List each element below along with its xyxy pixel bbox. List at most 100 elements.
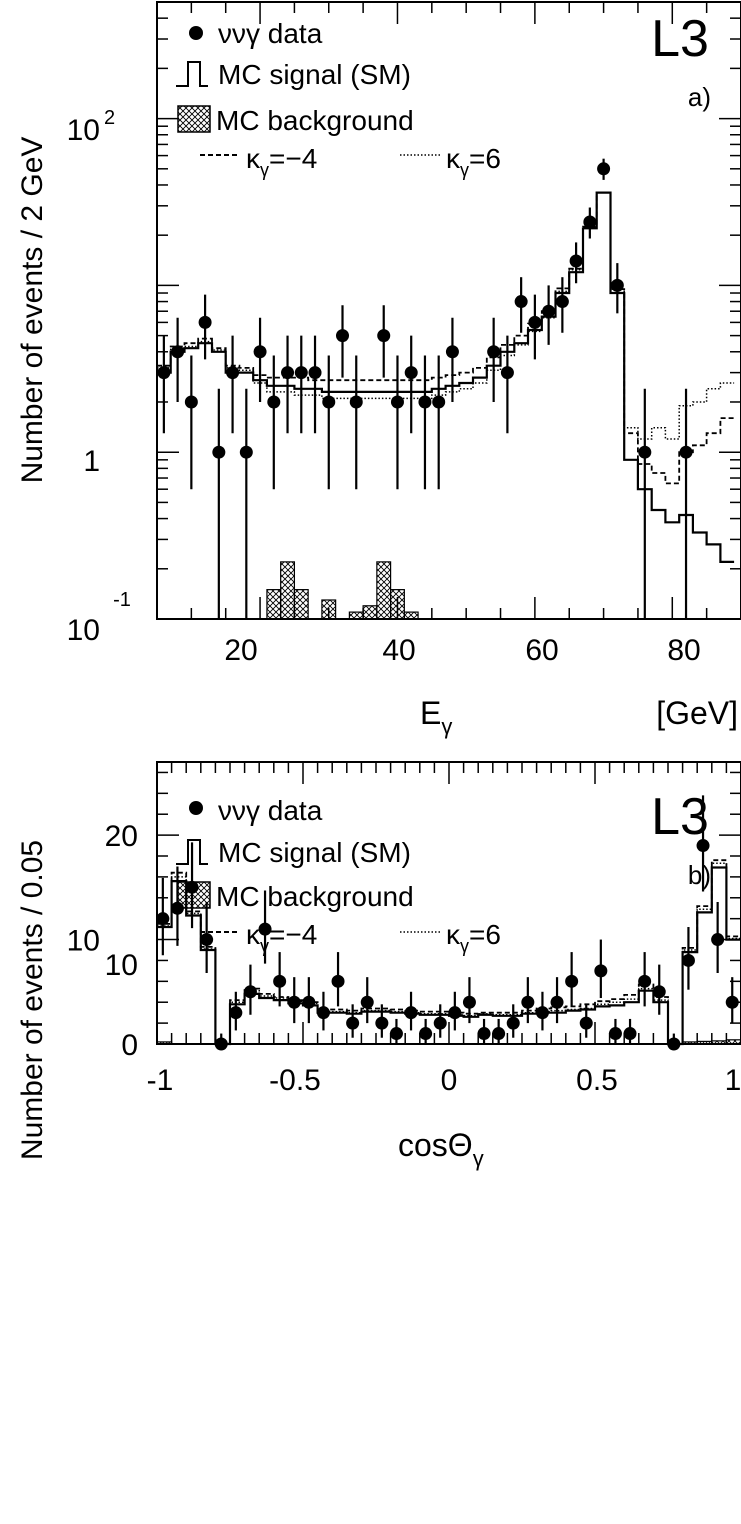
data-point xyxy=(375,1016,389,1030)
panel-a-ticks xyxy=(157,1,741,620)
data-point xyxy=(550,995,564,1009)
data-point xyxy=(448,1006,462,1020)
data-point xyxy=(253,345,267,359)
data-point xyxy=(322,395,336,409)
data-point xyxy=(652,985,666,999)
data-point xyxy=(316,1006,330,1020)
panel-b-yticklabels: 0 10 20 xyxy=(105,820,138,1062)
data-point xyxy=(521,995,535,1009)
panel-a-legend: ννγ data MC signal (SM) MC background κγ… xyxy=(176,18,501,180)
xtick-label-20: 20 xyxy=(224,634,257,667)
data-point xyxy=(679,445,693,459)
xtick-label-0.5: 0.5 xyxy=(576,1064,618,1097)
legend-signal-label: MC signal (SM) xyxy=(218,59,411,90)
data-point xyxy=(281,366,295,380)
kappa-pos6-line xyxy=(157,191,735,440)
background-bar xyxy=(362,605,378,620)
legend-data-label: ννγ data xyxy=(218,18,323,49)
data-point xyxy=(377,329,391,343)
data-point xyxy=(171,345,185,359)
data-point xyxy=(200,933,214,947)
data-point xyxy=(390,395,404,409)
ytick-label-1: 1 xyxy=(83,445,100,478)
data-point xyxy=(226,366,240,380)
legend-background-label: MC background xyxy=(216,881,414,912)
data-point xyxy=(462,995,476,1009)
data-point xyxy=(597,162,611,176)
data-point xyxy=(432,395,446,409)
data-point xyxy=(594,964,608,978)
ytick-label-100-exp: 2 xyxy=(104,107,115,129)
panel-a-ylabel: Number of events / 2 GeV xyxy=(16,137,49,484)
kappa-neg4-line xyxy=(157,191,735,485)
data-point xyxy=(212,445,226,459)
panel-a: L3 a) ννγ data MC signal (SM) MC backgro… xyxy=(16,1,741,958)
legend-signal-symbol xyxy=(176,61,208,87)
data-point xyxy=(346,1016,360,1030)
data-point xyxy=(565,974,579,988)
data-point xyxy=(492,1027,506,1041)
data-point xyxy=(500,366,514,380)
data-point xyxy=(638,974,652,988)
data-point xyxy=(331,974,345,988)
legend-background-symbol xyxy=(177,881,211,909)
panel-b-legend: ννγ data MC signal (SM) MC background κγ… xyxy=(176,795,501,956)
data-point xyxy=(487,345,501,359)
panel-a-experiment-label: L3 xyxy=(651,10,709,68)
panel-a-letter: a) xyxy=(688,82,711,112)
panel-b-ylabel: Number of events / 0.05 xyxy=(16,840,49,1160)
data-point xyxy=(535,1006,549,1020)
data-point xyxy=(258,922,272,936)
background-bar xyxy=(280,561,296,620)
background-bar xyxy=(266,589,282,620)
legend-kpos-label: κγ=6 xyxy=(446,919,501,956)
data-point xyxy=(287,995,301,1009)
data-point xyxy=(579,1016,593,1030)
xtick-label-40: 40 xyxy=(382,634,415,667)
data-point xyxy=(477,1027,491,1041)
panel-a-frame xyxy=(156,1,741,620)
ytick-label-0: 0 xyxy=(121,1029,138,1062)
data-point xyxy=(528,315,542,329)
xtick-label-60: 60 xyxy=(525,634,558,667)
data-point xyxy=(418,395,432,409)
xtick-label-80: 80 xyxy=(667,634,700,667)
data-point xyxy=(349,395,363,409)
legend-data-marker xyxy=(189,801,203,815)
data-point xyxy=(198,315,212,329)
data-point xyxy=(542,304,556,318)
data-point xyxy=(419,1027,433,1041)
background-bar xyxy=(376,561,392,620)
data-point xyxy=(389,1027,403,1041)
ytick-label-10: 10 xyxy=(67,925,100,958)
data-point xyxy=(308,366,322,380)
data-point xyxy=(433,1016,447,1030)
legend-data-marker xyxy=(189,26,203,40)
background-bar xyxy=(403,611,419,620)
data-point xyxy=(445,345,459,359)
ytick-label-0.1: 10 xyxy=(67,614,100,647)
data-point xyxy=(404,366,418,380)
data-point xyxy=(273,974,287,988)
legend-data-label: ννγ data xyxy=(218,795,323,826)
panel-b: L3 b) ννγ data MC signal (SM) MC backgro… xyxy=(16,761,741,1171)
panel-a-xunit: [GeV] xyxy=(656,695,738,731)
data-point xyxy=(583,215,597,229)
data-point xyxy=(239,445,253,459)
xtick-label-m0.5: -0.5 xyxy=(269,1064,321,1097)
data-point xyxy=(696,839,710,853)
panel-b-letter: b) xyxy=(688,860,711,890)
ytick-label-0.1-exp: -1 xyxy=(113,589,131,611)
legend-background-label: MC background xyxy=(216,105,414,136)
data-point xyxy=(267,395,281,409)
data-point xyxy=(681,953,695,967)
data-point xyxy=(506,1016,520,1030)
panel-a-xlabel: Eγ xyxy=(420,695,452,739)
data-point xyxy=(229,1006,243,1020)
legend-signal-label: MC signal (SM) xyxy=(218,837,411,868)
panel-b-ticks xyxy=(156,762,741,1045)
xtick-label-0: 0 xyxy=(441,1064,458,1097)
panel-a-xticklabels: 20 40 60 80 xyxy=(224,634,700,667)
xtick-label-m1: -1 xyxy=(147,1064,174,1097)
